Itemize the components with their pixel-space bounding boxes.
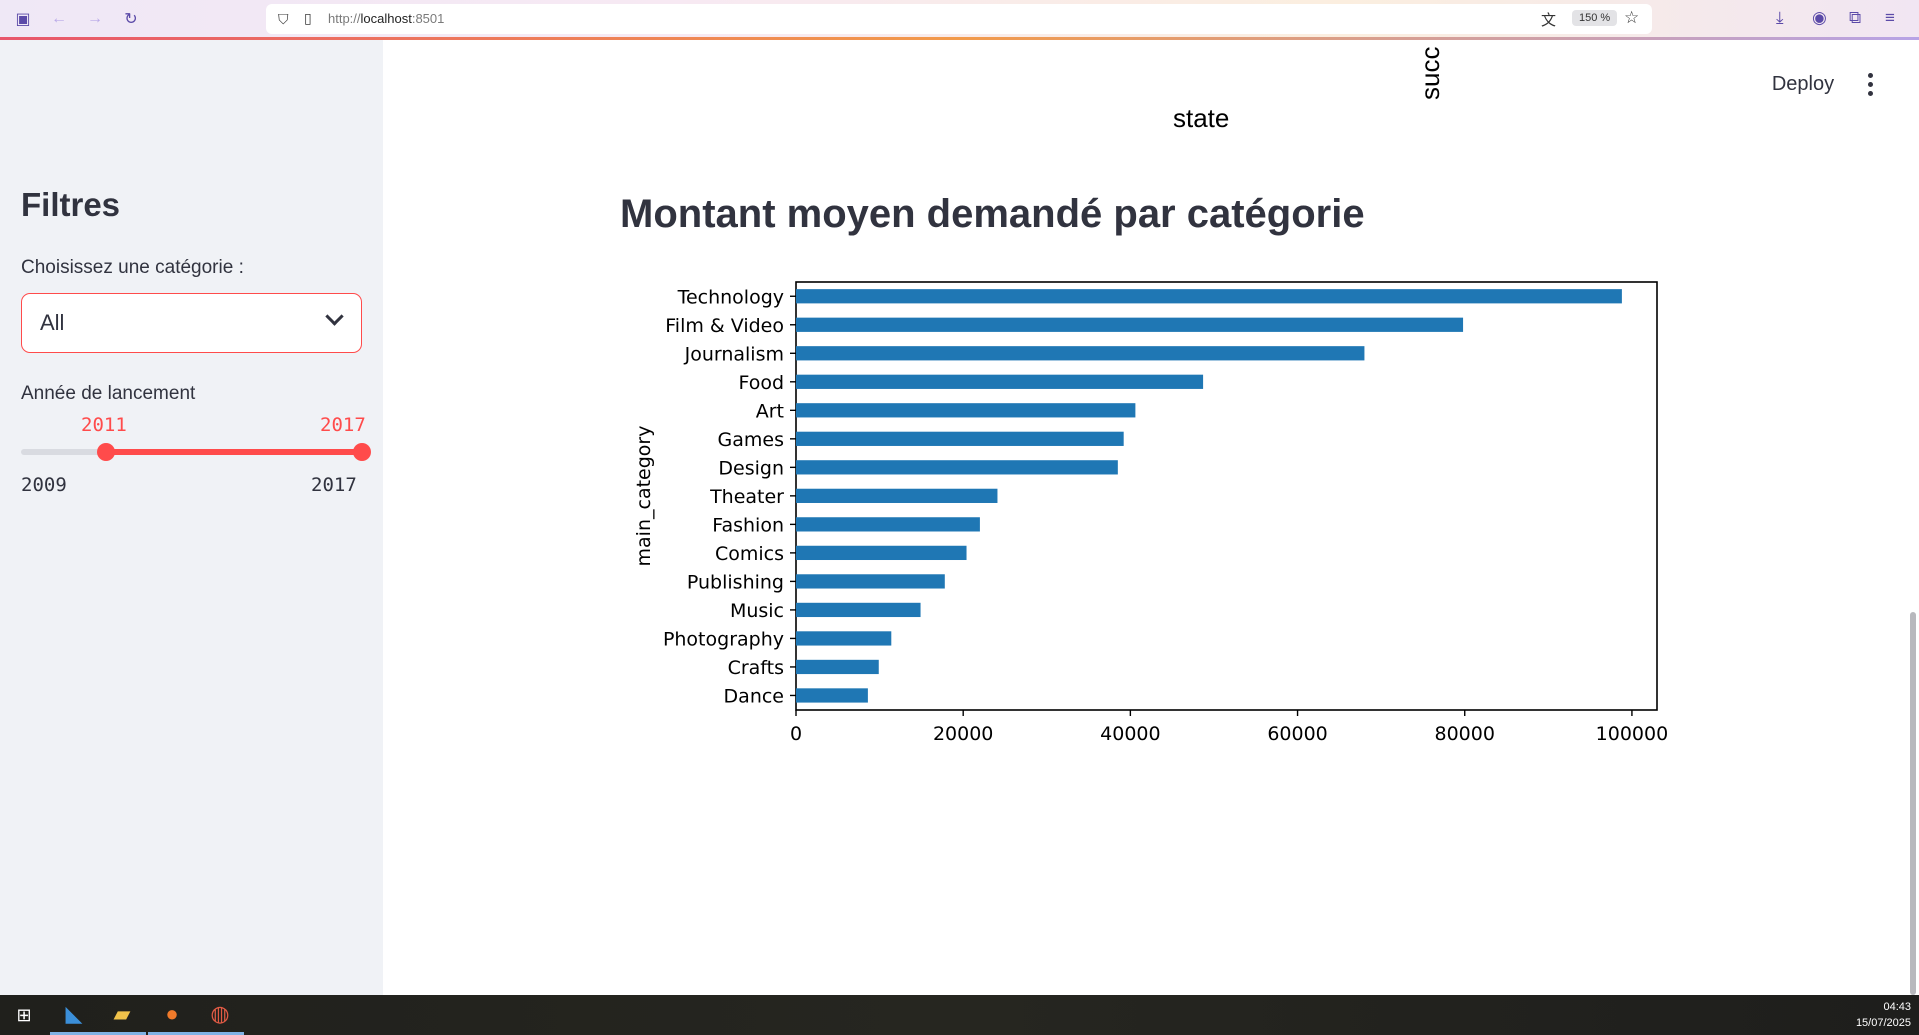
category-select[interactable]: All xyxy=(21,293,362,353)
extensions-icon[interactable]: ⧉ xyxy=(1849,8,1862,27)
sidebar-title: Filtres xyxy=(21,186,121,223)
vscode-icon[interactable]: ◣ xyxy=(50,995,98,1035)
slider-min-label: 2009 xyxy=(21,474,67,496)
y-tick-label: Music xyxy=(730,600,784,622)
year-label: Année de lancement xyxy=(21,383,196,404)
bar xyxy=(796,602,921,618)
y-tick-label: Food xyxy=(738,372,784,394)
toolbar-accent-line xyxy=(0,37,1919,40)
y-tick-label: Film & Video xyxy=(665,315,784,337)
bar xyxy=(796,488,998,503)
bar xyxy=(796,574,945,589)
translate-icon[interactable]: 文 xyxy=(1541,12,1557,29)
year-slider-range[interactable] xyxy=(106,449,362,455)
x-tick-label: 60000 xyxy=(1267,723,1327,745)
deploy-button[interactable]: Deploy xyxy=(1771,72,1835,95)
bookmark-star-icon[interactable]: ☆ xyxy=(1624,8,1640,27)
bar-chart: Technology Film & Video Journalism Food Art G… xyxy=(633,281,1669,745)
windows-start-icon[interactable]: ⊞ xyxy=(16,1004,32,1025)
y-tick-label: Theater xyxy=(709,486,784,508)
menu-hamburger-icon[interactable]: ≡ xyxy=(1885,8,1895,27)
y-tick-label: Journalism xyxy=(684,343,784,365)
system-clock[interactable]: 04:43 15/07/2025 xyxy=(1856,999,1911,1031)
y-tick-label: Dance xyxy=(724,685,784,707)
bar xyxy=(796,688,868,703)
year-slider-low-handle[interactable] xyxy=(97,443,115,461)
sidebar: Filtres Choisissez une catégorie : All A… xyxy=(0,40,383,995)
reload-icon[interactable]: ↻ xyxy=(124,11,138,28)
file-explorer-icon[interactable]: ▰ xyxy=(98,995,146,1035)
bar xyxy=(796,460,1118,475)
x-tick-label: 80000 xyxy=(1435,723,1495,745)
bar xyxy=(796,403,1136,418)
clock-time: 04:43 xyxy=(1883,1001,1911,1013)
download-icon[interactable]: ⤓ xyxy=(1776,8,1784,27)
slider-high-value: 2017 xyxy=(320,414,366,436)
address-bar[interactable]: ⛉ ▯ http://localhost:8501 文 150 % ☆ xyxy=(266,4,1652,34)
category-select-value: All xyxy=(40,310,65,335)
previous-chart-xlabel: state xyxy=(1173,103,1230,133)
y-tick-label: Crafts xyxy=(728,657,784,679)
page-scrollbar[interactable] xyxy=(1910,612,1916,995)
more-options-icon[interactable] xyxy=(1858,66,1882,102)
y-tick-label: Games xyxy=(718,429,784,451)
y-tick-label: Design xyxy=(718,457,784,479)
bar xyxy=(796,517,980,532)
bar xyxy=(796,317,1464,332)
previous-chart-ylabel: succ xyxy=(1415,46,1445,100)
year-slider-high-handle[interactable] xyxy=(353,443,371,461)
zoom-level-badge[interactable]: 150 % xyxy=(1572,10,1618,26)
browser-toolbar: ▣ ← → ↻ ⛉ ▯ http://localhost:8501 文 150 … xyxy=(0,0,1919,40)
y-tick-label: Publishing xyxy=(687,571,784,593)
back-arrow-icon[interactable]: ← xyxy=(51,10,67,27)
bar xyxy=(796,659,879,675)
sidebar-toggle-icon[interactable]: ▣ xyxy=(15,11,31,28)
y-tick-label: Art xyxy=(756,400,784,422)
chrome-icon[interactable]: ◍ xyxy=(196,995,244,1035)
bar xyxy=(796,631,892,646)
y-tick-label: Fashion xyxy=(712,514,784,536)
category-label: Choisissez une catégorie : xyxy=(21,257,244,278)
forward-arrow-icon[interactable]: → xyxy=(87,10,103,27)
slider-low-value: 2011 xyxy=(81,414,127,436)
taskbar: ⊞ ◣ ▰ ● ◍ 04:43 15/07/2025 xyxy=(0,995,1919,1035)
shield-icon[interactable]: ⛉ xyxy=(278,11,289,27)
page-info-icon[interactable]: ▯ xyxy=(304,10,312,26)
bar xyxy=(796,289,1622,304)
slider-max-label: 2017 xyxy=(311,474,357,496)
url-text[interactable]: http://localhost:8501 xyxy=(328,11,445,26)
x-tick-label: 100000 xyxy=(1596,723,1669,745)
y-tick-label: Technology xyxy=(677,286,784,308)
y-tick-label: Comics xyxy=(715,543,784,565)
bar xyxy=(796,374,1204,389)
x-tick-label: 0 xyxy=(790,723,802,745)
y-axis-label: main_category xyxy=(633,426,655,567)
bar xyxy=(796,346,1365,361)
section-title: Montant moyen demandé par catégorie xyxy=(620,192,1365,236)
x-tick-label: 20000 xyxy=(933,723,993,745)
firefox-icon[interactable]: ● xyxy=(148,995,196,1035)
bar xyxy=(796,545,967,561)
account-icon[interactable]: ◉ xyxy=(1812,8,1827,27)
chevron-down-icon[interactable] xyxy=(325,307,344,326)
bar xyxy=(796,431,1124,446)
x-tick-label: 40000 xyxy=(1100,723,1160,745)
clock-date: 15/07/2025 xyxy=(1855,1017,1911,1029)
y-tick-label: Photography xyxy=(663,628,784,650)
